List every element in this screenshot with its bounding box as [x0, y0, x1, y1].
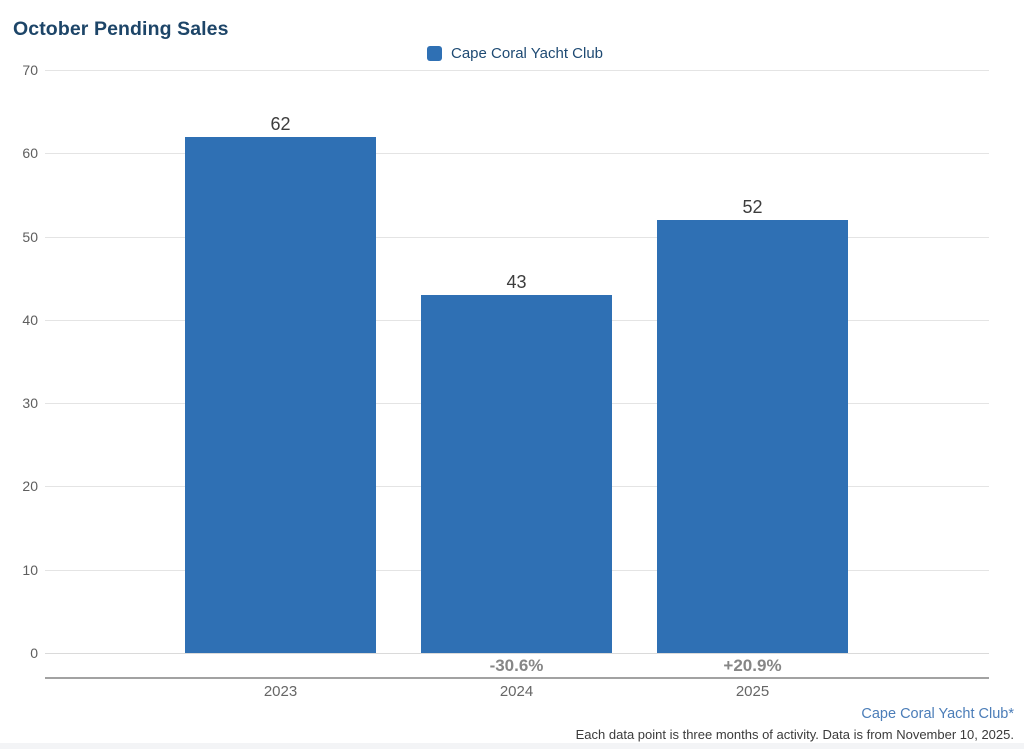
gridline-50 [45, 236, 989, 238]
chart-title: October Pending Sales [13, 18, 229, 40]
gridline-70 [45, 70, 989, 71]
bar-2024[interactable] [421, 294, 612, 653]
y-axis-tick-50: 50 [22, 228, 38, 245]
y-axis-tick-30: 30 [22, 395, 38, 412]
bar-2023[interactable] [185, 136, 376, 653]
x-axis-tick-2025: 2025 [735, 683, 770, 700]
gridline-0 [45, 653, 989, 654]
y-axis-tick-0: 0 [30, 645, 38, 661]
gridline-60 [45, 153, 989, 155]
y-axis-tick-20: 20 [22, 478, 38, 495]
y-axis-tick-70: 70 [22, 62, 38, 78]
y-axis-tick-60: 60 [22, 145, 38, 162]
footer-note: Each data point is three months of activ… [575, 727, 1014, 742]
change-label-2024: -30.6% [489, 656, 544, 675]
x-axis-tick-2023: 2023 [263, 683, 298, 700]
legend-label: Cape Coral Yacht Club [451, 45, 604, 62]
y-axis-tick-40: 40 [22, 311, 38, 328]
legend-item[interactable]: Cape Coral Yacht Club [427, 45, 603, 62]
y-axis-tick-10: 10 [22, 561, 38, 578]
bar-value-2024: 43 [506, 271, 527, 292]
x-axis-tick-2024: 2024 [499, 683, 534, 700]
bar-2025[interactable] [657, 219, 848, 653]
x-axis-line [45, 677, 989, 679]
bar-value-2025: 52 [742, 196, 763, 217]
legend-swatch-icon [427, 46, 442, 61]
change-label-2025: +20.9% [723, 656, 782, 675]
bar-value-2023: 62 [270, 113, 291, 134]
bottom-strip [0, 743, 1024, 749]
source-link[interactable]: Cape Coral Yacht Club* [861, 706, 1014, 722]
